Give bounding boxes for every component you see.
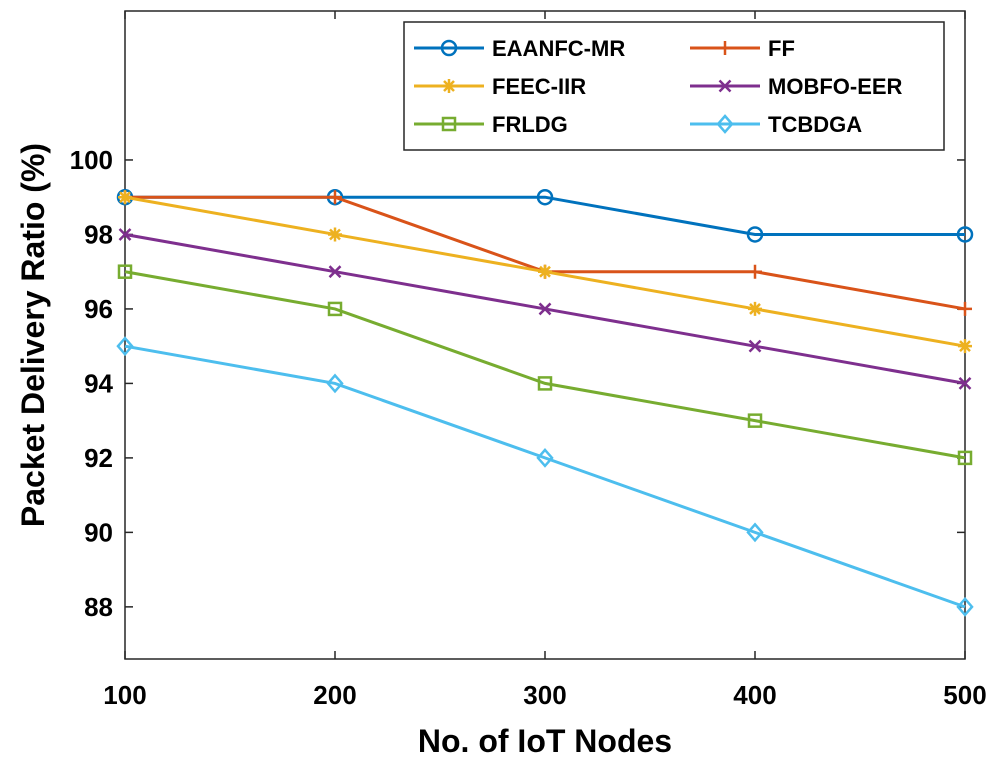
legend-item-ff: FF bbox=[690, 36, 795, 61]
legend: EAANFC-MR FF FEEC-IIR MOBFO-EER FRLDG TCBDGA bbox=[403, 21, 945, 151]
asterisk-marker bbox=[328, 227, 342, 242]
legend-label: FRLDG bbox=[492, 112, 568, 137]
diamond-marker bbox=[746, 522, 764, 543]
legend-label: TCBDGA bbox=[768, 112, 862, 137]
series-layer bbox=[116, 188, 974, 617]
x-marker bbox=[718, 79, 732, 93]
plus-marker bbox=[718, 41, 732, 55]
square-marker bbox=[537, 376, 553, 391]
y-tick-label: 90 bbox=[84, 517, 113, 547]
legend-item-mobfo-eer: MOBFO-EER bbox=[690, 74, 903, 99]
x-tick-label: 500 bbox=[943, 680, 986, 710]
x-tick-label: 200 bbox=[313, 680, 356, 710]
x-marker bbox=[958, 377, 972, 390]
legend-item-feec-iir: FEEC-IIR bbox=[414, 74, 586, 99]
y-tick-label: 92 bbox=[84, 443, 113, 473]
asterisk-marker bbox=[748, 301, 762, 316]
y-axis-ticks: 88 90 92 94 96 98 100 bbox=[70, 145, 965, 622]
plus-marker bbox=[328, 190, 342, 205]
series-tcbdga bbox=[116, 336, 974, 617]
x-tick-label: 300 bbox=[523, 680, 566, 710]
asterisk-marker bbox=[958, 339, 972, 354]
diamond-marker bbox=[716, 114, 734, 134]
series-feec-iir bbox=[118, 190, 972, 354]
x-marker bbox=[538, 302, 552, 316]
x-axis-ticks: 100 200 300 400 500 bbox=[103, 11, 987, 710]
square-marker bbox=[441, 116, 457, 132]
y-tick-label: 100 bbox=[70, 145, 113, 175]
y-axis-title: Packet Delivery Ratio (%) bbox=[15, 143, 51, 527]
y-tick-label: 98 bbox=[84, 219, 113, 249]
y-tick-label: 94 bbox=[84, 368, 113, 398]
plus-marker bbox=[958, 301, 972, 316]
series-line bbox=[124, 344, 966, 609]
circle-marker bbox=[440, 39, 458, 57]
diamond-marker bbox=[326, 373, 344, 394]
y-tick-label: 88 bbox=[84, 592, 113, 622]
legend-label: EAANFC-MR bbox=[492, 36, 625, 61]
x-axis-title: No. of IoT Nodes bbox=[418, 723, 672, 759]
square-marker bbox=[327, 301, 343, 317]
series-mobfo-eer bbox=[118, 228, 972, 390]
x-tick-label: 100 bbox=[103, 680, 146, 710]
asterisk-marker bbox=[538, 264, 552, 279]
circle-marker bbox=[536, 188, 554, 206]
y-tick-label: 96 bbox=[84, 294, 113, 324]
diamond-marker bbox=[536, 447, 554, 468]
legend-item-eaanfc-mr: EAANFC-MR bbox=[414, 36, 625, 61]
square-marker bbox=[117, 264, 133, 279]
x-marker bbox=[748, 339, 762, 353]
series-line bbox=[124, 270, 966, 460]
asterisk-marker bbox=[442, 79, 456, 93]
diamond-marker bbox=[116, 336, 134, 357]
series-frldg bbox=[117, 264, 973, 466]
legend-item-tcbdga: TCBDGA bbox=[690, 112, 862, 137]
x-marker bbox=[328, 265, 342, 279]
legend-item-frldg: FRLDG bbox=[414, 112, 568, 137]
square-marker bbox=[957, 450, 973, 466]
x-marker bbox=[118, 228, 132, 241]
square-marker bbox=[747, 413, 763, 428]
legend-label: FEEC-IIR bbox=[492, 74, 586, 99]
circle-marker bbox=[746, 226, 764, 243]
diamond-marker bbox=[956, 596, 974, 617]
plus-marker bbox=[748, 264, 762, 279]
legend-box bbox=[403, 21, 945, 151]
circle-marker bbox=[956, 226, 974, 243]
legend-label: MOBFO-EER bbox=[768, 74, 903, 99]
asterisk-marker bbox=[118, 190, 132, 205]
legend-label: FF bbox=[768, 36, 795, 61]
x-tick-label: 400 bbox=[733, 680, 776, 710]
